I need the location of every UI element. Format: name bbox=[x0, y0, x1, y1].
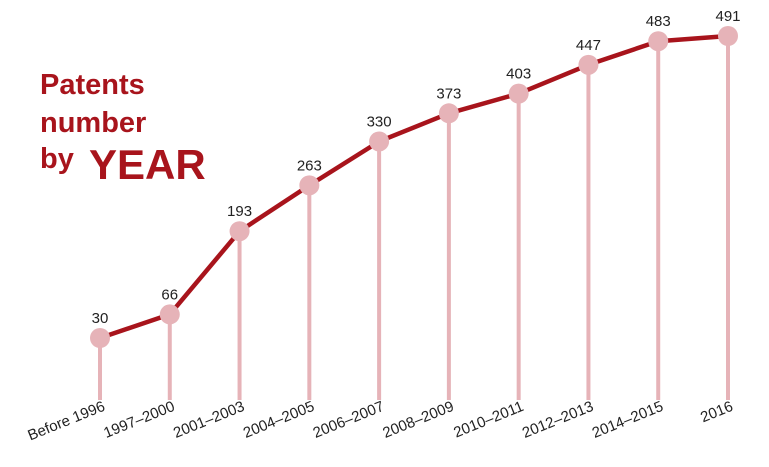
series-polyline bbox=[97, 33, 731, 341]
data-point-4 bbox=[369, 131, 390, 152]
data-point-1 bbox=[159, 304, 180, 325]
data-label-3: 263 bbox=[297, 157, 322, 174]
data-point-5 bbox=[438, 103, 459, 124]
data-label-0: 30 bbox=[92, 310, 109, 327]
tick-label-0: Before 1996 bbox=[25, 398, 107, 444]
tick-label-6: 2010–2011 bbox=[451, 398, 526, 441]
title-line-patents: Patents bbox=[40, 69, 145, 101]
title-line-year: YEAR bbox=[89, 141, 206, 188]
data-point-2 bbox=[229, 221, 250, 242]
tick-label-5: 2008–2009 bbox=[380, 398, 456, 442]
tick-label-3: 2004–2005 bbox=[241, 398, 317, 442]
drop-lines bbox=[98, 36, 730, 400]
data-label-2: 193 bbox=[227, 203, 252, 220]
data-label-4: 330 bbox=[367, 113, 392, 130]
data-label-8: 483 bbox=[646, 13, 671, 30]
data-point-9 bbox=[718, 26, 738, 46]
x-axis-tick-labels: Before 19961997–20002001–20032004–200520… bbox=[25, 398, 735, 444]
data-labels: 30 66 193 263 330 373 403 447 483 491 bbox=[92, 8, 741, 327]
data-point-0 bbox=[90, 328, 110, 348]
data-point-7 bbox=[578, 54, 599, 75]
title-line-by: by bbox=[40, 143, 74, 175]
title-line-number: number bbox=[40, 107, 146, 139]
tick-label-1: 1997–2000 bbox=[101, 398, 177, 442]
chart-title: Patents number by YEAR bbox=[40, 69, 206, 188]
data-label-7: 447 bbox=[576, 37, 601, 54]
data-label-6: 403 bbox=[506, 66, 531, 83]
data-label-1: 66 bbox=[161, 286, 178, 303]
data-point-3 bbox=[299, 175, 320, 196]
data-markers bbox=[90, 26, 738, 348]
tick-label-2: 2001–2003 bbox=[171, 398, 247, 442]
tick-label-9: 2016 bbox=[698, 398, 735, 426]
data-point-6 bbox=[508, 83, 529, 104]
data-label-9: 491 bbox=[715, 8, 740, 25]
data-label-5: 373 bbox=[436, 85, 461, 102]
tick-label-8: 2014–2015 bbox=[590, 398, 666, 442]
data-point-8 bbox=[648, 31, 669, 52]
tick-label-4: 2006–2007 bbox=[311, 398, 387, 442]
tick-label-7: 2012–2013 bbox=[520, 398, 596, 442]
series-line bbox=[97, 33, 731, 341]
